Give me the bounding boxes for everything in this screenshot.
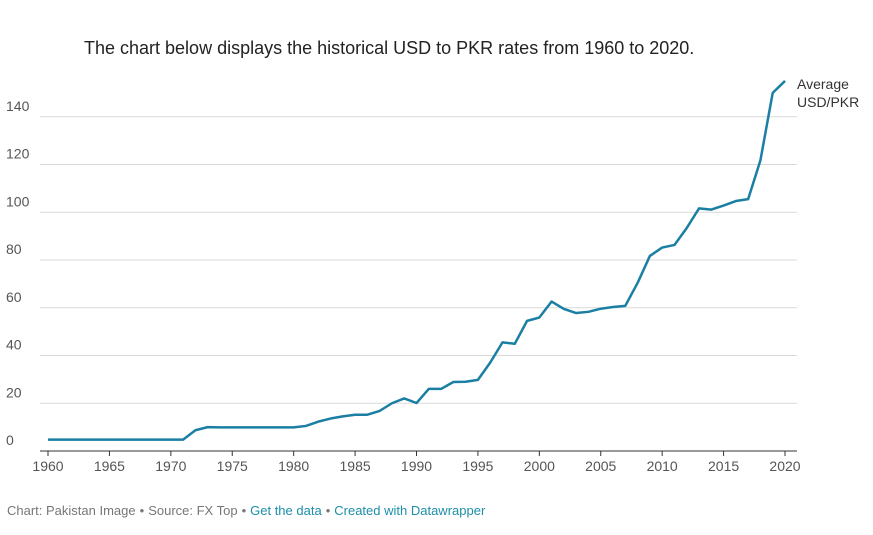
chart-title: The chart below displays the historical … xyxy=(84,38,695,58)
y-tick-label: 20 xyxy=(6,384,22,400)
y-tick-label: 40 xyxy=(6,337,22,353)
x-tick-label: 2020 xyxy=(769,458,800,474)
footer-separator: • xyxy=(241,503,247,518)
x-tick-label: 2005 xyxy=(585,458,616,474)
footer-separator: • xyxy=(139,503,145,518)
x-tick-label: 2000 xyxy=(524,458,555,474)
footer-text: Chart: Pakistan Image xyxy=(7,503,136,518)
series-label: Average USD/PKR xyxy=(797,76,860,110)
y-tick-label: 80 xyxy=(6,241,22,257)
x-tick-label: 2010 xyxy=(647,458,678,474)
footer: Chart: Pakistan Image • Source: FX Top • Get… xyxy=(7,503,485,518)
y-tick-label: 140 xyxy=(6,98,30,114)
x-tick-label: 1980 xyxy=(278,458,309,474)
x-tick-label: 1975 xyxy=(217,458,248,474)
x-tick-label: 1960 xyxy=(32,458,63,474)
x-tick-label: 1985 xyxy=(340,458,371,474)
x-tick-label: 1990 xyxy=(401,458,432,474)
x-tick-label: 1970 xyxy=(155,458,186,474)
footer-text: Source: FX Top xyxy=(148,503,238,518)
y-tick-label: 0 xyxy=(6,432,14,448)
x-tick-label: 2015 xyxy=(708,458,739,474)
data-line xyxy=(48,80,786,441)
y-tick-label: 120 xyxy=(6,146,30,162)
y-tick-label: 60 xyxy=(6,289,22,305)
x-tick-label: 1995 xyxy=(462,458,493,474)
y-tick-label: 100 xyxy=(6,193,30,209)
footer-link[interactable]: Get the data xyxy=(250,503,322,518)
x-tick-label: 1965 xyxy=(94,458,125,474)
footer-separator: • xyxy=(325,503,331,518)
footer-link[interactable]: Created with Datawrapper xyxy=(334,503,486,518)
